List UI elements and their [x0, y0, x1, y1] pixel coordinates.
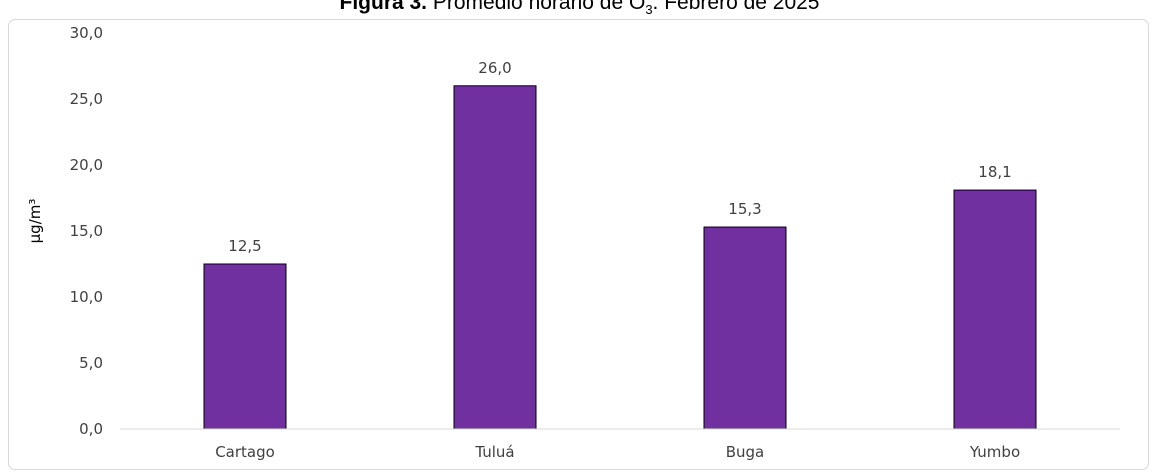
- x-tick-label: Tuluá: [474, 443, 514, 461]
- y-tick-label: 25,0: [70, 90, 103, 108]
- chart-title-text: Promedio horario de O: [427, 0, 646, 14]
- bar-yumbo: [953, 189, 1037, 430]
- x-tick-label: Yumbo: [969, 443, 1020, 461]
- y-tick-label: 20,0: [70, 156, 103, 174]
- data-label: 26,0: [478, 59, 511, 77]
- y-axis-ticks: 0,0 5,0 10,0 15,0 20,0 25,0 30,0: [70, 24, 103, 438]
- data-label: 12,5: [228, 237, 261, 255]
- data-label: 15,3: [728, 200, 761, 218]
- y-tick-label: 5,0: [79, 354, 103, 372]
- chart-title-end: . Febrero de 2025: [652, 0, 820, 14]
- bar-cartago: [203, 263, 287, 430]
- bar-buga: [703, 226, 787, 430]
- x-axis-categories: Cartago Tuluá Buga Yumbo: [215, 443, 1020, 461]
- chart-title-bold: Figura 3.: [339, 0, 428, 14]
- y-tick-label: 15,0: [70, 222, 103, 240]
- chart-title-subscript: 3: [645, 2, 653, 18]
- data-label: 18,1: [978, 163, 1011, 181]
- y-tick-label: 30,0: [70, 24, 103, 42]
- x-tick-label: Buga: [726, 443, 765, 461]
- bar-tulua: [453, 85, 537, 430]
- data-labels: 12,5 26,0 15,3 18,1: [228, 59, 1011, 255]
- x-tick-label: Cartago: [215, 443, 275, 461]
- y-axis-label: µg/m³: [26, 199, 44, 244]
- chart-title: Figura 3. Promedio horario de O3. Febrer…: [0, 0, 1159, 22]
- chart-frame: [8, 19, 1149, 470]
- y-tick-label: 10,0: [70, 288, 103, 306]
- bars: [203, 85, 1037, 430]
- y-tick-label: 0,0: [79, 420, 103, 438]
